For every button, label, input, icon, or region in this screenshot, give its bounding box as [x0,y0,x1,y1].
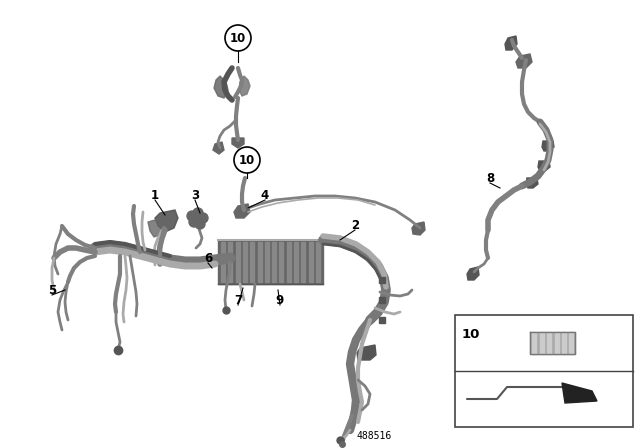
Circle shape [193,208,203,218]
Polygon shape [516,54,532,68]
Polygon shape [540,332,544,354]
Polygon shape [257,242,262,282]
Text: 488516: 488516 [356,431,392,441]
Polygon shape [505,36,517,50]
Polygon shape [287,242,291,282]
Polygon shape [562,383,597,403]
Text: 8: 8 [486,172,494,185]
Polygon shape [570,332,573,354]
Polygon shape [243,242,247,282]
Polygon shape [236,242,239,282]
Polygon shape [555,332,559,354]
Polygon shape [221,242,225,282]
Polygon shape [547,332,551,354]
Text: 10: 10 [239,154,255,167]
Polygon shape [280,242,284,282]
Polygon shape [148,216,167,237]
Polygon shape [234,204,250,218]
Polygon shape [250,242,254,282]
Polygon shape [294,242,298,282]
Text: 1: 1 [151,189,159,202]
Polygon shape [214,76,228,98]
Polygon shape [542,141,554,151]
Text: 9: 9 [276,293,284,306]
Text: 6: 6 [204,251,212,264]
Polygon shape [316,242,320,282]
Polygon shape [357,345,376,360]
Text: 10: 10 [462,328,481,341]
Circle shape [195,219,205,229]
Circle shape [187,211,197,221]
Polygon shape [218,240,323,284]
Polygon shape [213,142,224,154]
Polygon shape [301,242,305,282]
Polygon shape [239,76,250,96]
Circle shape [198,213,208,223]
Polygon shape [228,242,232,282]
Polygon shape [308,242,313,282]
Polygon shape [532,332,536,354]
Text: 10: 10 [230,31,246,44]
Polygon shape [155,210,178,232]
Text: 7: 7 [234,293,242,306]
Circle shape [189,217,199,227]
Polygon shape [272,242,276,282]
Text: 2: 2 [351,219,359,232]
Text: 5: 5 [48,284,56,297]
Polygon shape [412,222,425,235]
Polygon shape [538,161,550,171]
Polygon shape [232,138,244,148]
Bar [455,315,633,427]
Polygon shape [562,332,566,354]
Text: 4: 4 [261,189,269,202]
Polygon shape [526,178,538,188]
Text: 3: 3 [191,189,199,202]
Polygon shape [467,267,479,280]
Polygon shape [531,332,575,354]
Polygon shape [265,242,269,282]
